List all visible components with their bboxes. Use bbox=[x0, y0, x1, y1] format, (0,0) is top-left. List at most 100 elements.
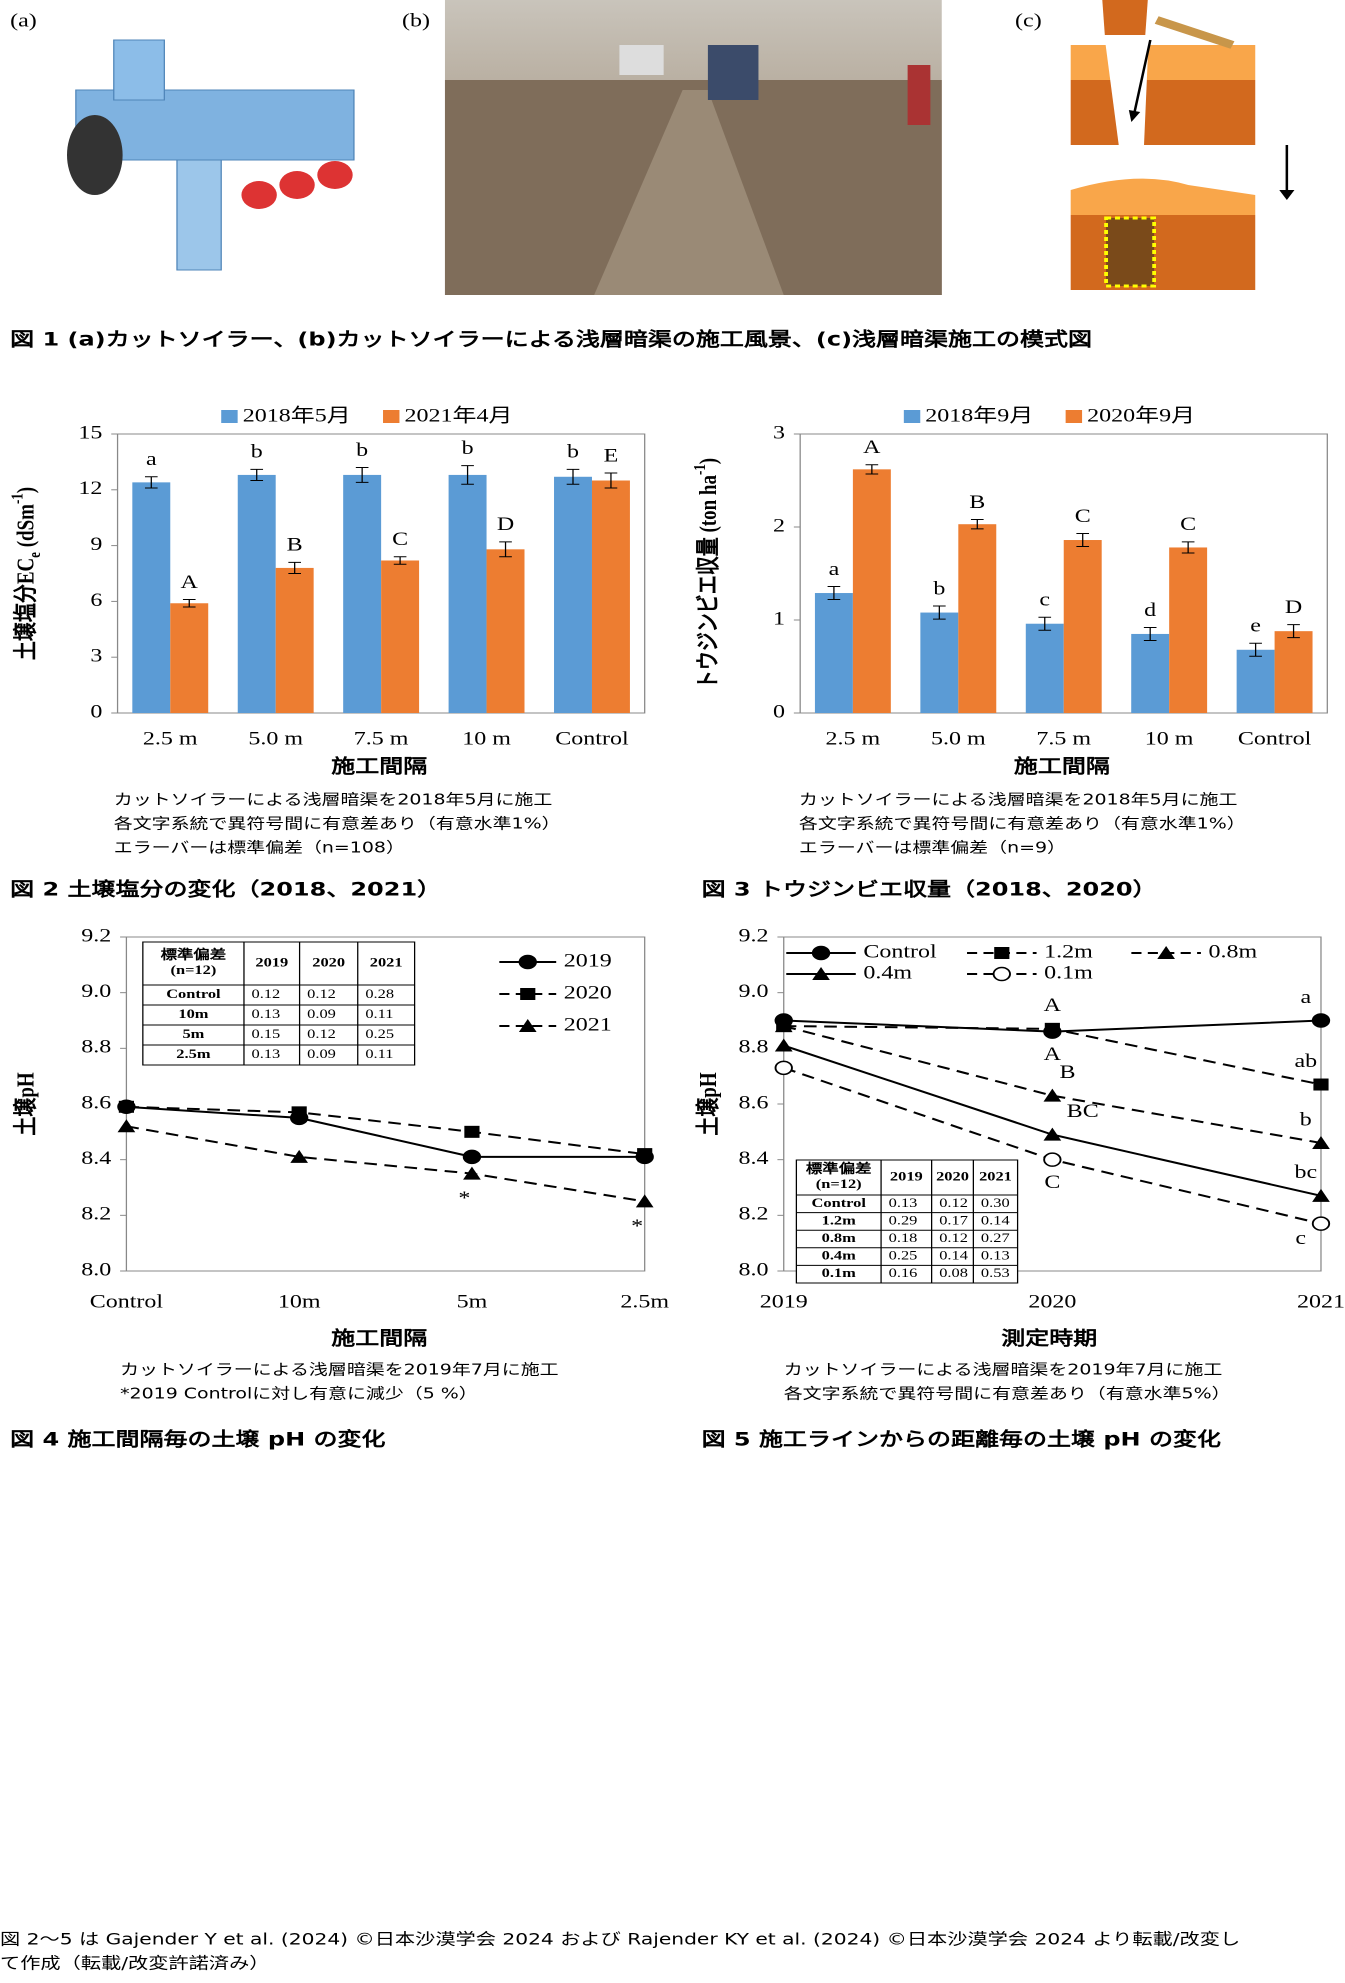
chart: 8.0 8.2 8.4 8.6 8.8 9.0 9.2 土壌pH 測定時期カットソイラーによる浅… bbox=[694, 925, 1345, 1451]
significance-letter: C bbox=[1044, 1171, 1060, 1192]
y-tick-label: 9.0 bbox=[739, 980, 769, 1001]
error-bar bbox=[566, 468, 580, 485]
y-tick-label: 9.0 bbox=[81, 980, 111, 1001]
x-tick-label: 5.0 m bbox=[931, 728, 986, 749]
significance-letter: c bbox=[1039, 589, 1050, 610]
note: 各文字系統で異符号間に有意差あり（有意水準1%） bbox=[114, 815, 561, 833]
y-axis-label-part: (dSm bbox=[12, 504, 39, 552]
table-cell: 0.25 bbox=[365, 1027, 394, 1041]
table-cell: 0.11 bbox=[365, 1047, 393, 1061]
significance-letter: b bbox=[933, 578, 945, 599]
y-axis-label-part: 土壌pH bbox=[694, 1072, 722, 1135]
error-bar bbox=[355, 466, 369, 483]
legend-swatch bbox=[221, 410, 238, 423]
error-bar bbox=[461, 465, 474, 485]
y-tick-label: 6 bbox=[90, 589, 102, 610]
table-cell: 0.16 bbox=[889, 1267, 918, 1281]
marker bbox=[1312, 1135, 1330, 1149]
x-tick-label: Control bbox=[1238, 728, 1311, 749]
y-tick-label: 8.2 bbox=[739, 1203, 769, 1224]
marker bbox=[1043, 1127, 1062, 1141]
figure-caption: 図 4 施工間隔毎の土壌 pH の変化 bbox=[10, 1428, 386, 1451]
y-axis-label-part: 土壌pH bbox=[11, 1072, 39, 1135]
footer: 図 2〜5 は Gajender Y et al. (2024) ©日本沙漠学会… bbox=[0, 1930, 1240, 1948]
error-bar bbox=[499, 541, 512, 558]
x-tick-label: 2.5 m bbox=[143, 728, 198, 749]
marker bbox=[464, 1125, 480, 1138]
bar bbox=[237, 474, 276, 713]
figure-caption: 図 5 施工ラインからの距離毎の土壌 pH の変化 bbox=[702, 1428, 1222, 1451]
bar bbox=[1236, 649, 1275, 713]
error-bar bbox=[144, 476, 158, 489]
table-cell: 2.5m bbox=[176, 1047, 211, 1061]
bar bbox=[958, 524, 997, 713]
y-tick-label: 0 bbox=[90, 701, 102, 722]
chart: 0 1 2 3 トウジンビエ収量 (ton ha-1) 施工間隔カットソイラーによる浅層暗… bbox=[692, 405, 1328, 901]
marker bbox=[1043, 1152, 1062, 1167]
significance-letter: b bbox=[251, 441, 263, 462]
legend-label: 0.8m bbox=[1208, 941, 1257, 962]
y-tick-label: 2 bbox=[773, 515, 785, 536]
significance-letter: A bbox=[863, 436, 881, 457]
photo-a bbox=[66, 39, 355, 271]
legend-label: 0.1m bbox=[1044, 962, 1093, 983]
y-tick-label: 8.4 bbox=[739, 1147, 769, 1168]
error-bar bbox=[1287, 624, 1300, 639]
significance-letter: C bbox=[1075, 505, 1091, 526]
significance-letter: b bbox=[1300, 1109, 1312, 1130]
note: エラーバーは標準偏差（n=9） bbox=[799, 839, 1066, 857]
y-tick-label: 8.4 bbox=[81, 1147, 111, 1168]
table-header: 2020 bbox=[936, 1170, 969, 1184]
marker bbox=[462, 1149, 482, 1165]
y-tick-label: 3 bbox=[773, 422, 785, 443]
table-cell: 0.4m bbox=[822, 1249, 857, 1263]
x-tick-label: 7.5 m bbox=[354, 728, 409, 749]
x-tick-label: 2020 bbox=[1028, 1291, 1076, 1312]
table-header: (n=12) bbox=[170, 963, 216, 977]
x-tick-label: 5.0 m bbox=[248, 728, 303, 749]
legend-swatch bbox=[383, 410, 400, 423]
marker bbox=[1043, 1088, 1062, 1102]
y-tick-label: 8.6 bbox=[739, 1092, 769, 1113]
table-cell: 0.12 bbox=[939, 1196, 968, 1210]
table-cell: 0.25 bbox=[889, 1249, 918, 1263]
marker bbox=[812, 967, 830, 980]
marker bbox=[518, 1019, 537, 1032]
significance-letter: a bbox=[829, 558, 840, 579]
significance-letter: B bbox=[969, 491, 985, 512]
table-header: 標準偏差 bbox=[161, 947, 227, 963]
y-tick-label: 8.8 bbox=[81, 1036, 111, 1057]
legend-swatch bbox=[903, 410, 921, 423]
significance-letter: C bbox=[1180, 514, 1196, 535]
x-tick-label: Control bbox=[555, 728, 628, 749]
significance-letter: A bbox=[1044, 995, 1062, 1016]
y-tick-label: 1 bbox=[773, 608, 785, 629]
error-bar bbox=[1076, 533, 1090, 548]
table-cell: 0.27 bbox=[981, 1231, 1010, 1245]
significance-letter: D bbox=[1285, 596, 1302, 617]
error-bar bbox=[604, 472, 618, 489]
y-axis-label-part: トウジンビエ収量 (ton ha bbox=[695, 475, 722, 689]
x-axis-label: 施工間隔 bbox=[1014, 755, 1110, 777]
marker bbox=[118, 1100, 134, 1113]
legend-label: 2021年4月 bbox=[405, 405, 513, 426]
table-header: 2020 bbox=[312, 956, 345, 970]
significance-letter: B bbox=[1060, 1061, 1076, 1082]
legend-label: 2020年9月 bbox=[1087, 405, 1195, 426]
table-frame bbox=[795, 1159, 1019, 1284]
y-tick-label: 8.0 bbox=[81, 1259, 111, 1280]
marker bbox=[1311, 1013, 1331, 1028]
marker bbox=[463, 1166, 481, 1180]
significance-letter: b bbox=[356, 439, 368, 460]
significance-letter: B bbox=[287, 534, 303, 555]
legend-label: 1.2m bbox=[1044, 941, 1093, 962]
table-cell: 0.08 bbox=[939, 1267, 968, 1281]
table-cell: 0.8m bbox=[822, 1231, 857, 1245]
y-axis-label: 土壌塩分ECe (dSm-1) bbox=[9, 487, 44, 660]
significance-letter: ab bbox=[1294, 1050, 1317, 1071]
table-cell: 0.09 bbox=[307, 1047, 336, 1061]
bar bbox=[1025, 623, 1064, 713]
note: カットソイラーによる浅層暗渠を2018年5月に施工 bbox=[114, 791, 553, 809]
